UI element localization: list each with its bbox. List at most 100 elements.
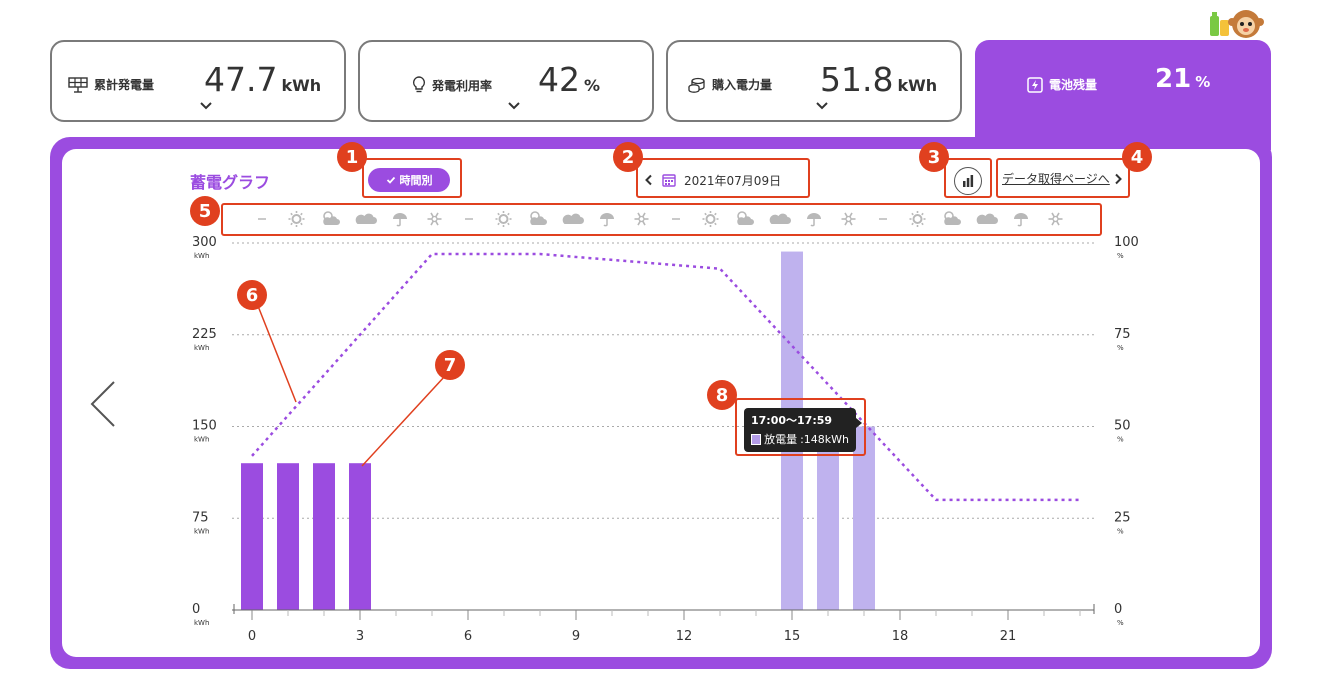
chevron-down-icon[interactable] (506, 98, 522, 114)
cloud-icon (976, 213, 998, 224)
annotation-frame-5 (221, 203, 1102, 236)
y-tick-label-right: 50 (1114, 419, 1131, 434)
card-label: 購入電力量 (712, 78, 773, 92)
mode-toggle-label: 時間別 (399, 174, 433, 187)
data-page-link-label: データ取得ページへ (1002, 172, 1110, 186)
annotation-frame-8 (735, 398, 866, 456)
card-unit: kWh (897, 76, 938, 95)
y-tick-label-right: 0 (1114, 602, 1122, 617)
sun-cloud-icon (530, 211, 547, 225)
card-value: 21 (1155, 64, 1192, 94)
y-unit-label-left: kWh (194, 619, 209, 627)
sun-icon (909, 211, 926, 227)
umbrella-icon (807, 213, 821, 227)
card-label: 電池残量 (1049, 78, 1098, 92)
annotation-badge-2: 2 (613, 142, 643, 172)
chevron-down-icon[interactable] (198, 98, 214, 114)
tooltip-value: :148kWh (800, 432, 849, 446)
bar-hour-0 (241, 463, 263, 610)
sun-cloud-icon (737, 211, 754, 225)
card-unit: % (1195, 73, 1211, 91)
chart-grid (232, 242, 1094, 519)
data-page-link[interactable]: データ取得ページへ (1002, 170, 1122, 187)
card-value: 51.8 (820, 60, 894, 99)
y-tick-label-right: 100 (1114, 235, 1139, 250)
mode-toggle-button[interactable]: 時間別 (368, 168, 450, 192)
y-unit-label-right: % (1117, 344, 1124, 352)
bar-hour-3 (349, 463, 371, 610)
chevron-down-icon[interactable] (814, 98, 830, 114)
x-tick-label: 9 (572, 629, 580, 644)
chevron-left-icon[interactable] (644, 174, 654, 186)
cloud-icon (562, 213, 584, 224)
bar-chart-icon (963, 175, 974, 187)
card-unit: kWh (281, 76, 322, 95)
y-tick-label-left: 225 (192, 327, 217, 342)
y-tick-label-left: 0 (192, 602, 200, 617)
card-usage-rate[interactable]: 発電利用率 42% (358, 40, 654, 122)
annotation-badge-4: 4 (1122, 142, 1152, 172)
annotation-badge-1: 1 (337, 142, 367, 172)
annotation-frame-3 (944, 158, 992, 198)
calendar-icon[interactable] (662, 173, 676, 187)
cloud-icon (355, 213, 377, 224)
annotation-badge-6: 6 (237, 280, 267, 310)
card-label: 累計発電量 (94, 78, 155, 92)
card-total-generation[interactable]: 累計発電量 47.7 kWh (50, 40, 346, 122)
check-icon (386, 176, 395, 184)
chart-tooltip: 17:00〜17:59 放電量:148kWh (744, 408, 862, 452)
annotation-frame-1 (362, 158, 462, 198)
umbrella-icon (600, 213, 614, 227)
y-tick-label-right: 75 (1114, 327, 1131, 342)
card-purchased-power[interactable]: 購入電力量 51.8 kWh (666, 40, 962, 122)
sun-cloud-icon (323, 211, 340, 225)
sun-cloud-icon (944, 211, 961, 225)
y-unit-label-right: % (1117, 619, 1124, 627)
y-tick-label-left: 150 (192, 419, 217, 434)
card-value: 47.7 (204, 60, 278, 99)
battery-level-line (251, 252, 1080, 502)
y-unit-label-left: kWh (194, 252, 209, 260)
umbrella-icon (393, 213, 407, 227)
chevron-right-icon (1115, 173, 1122, 184)
y-tick-label-left: 300 (192, 235, 217, 250)
lightbulb-icon (412, 76, 426, 93)
chevron-left-icon[interactable] (88, 380, 118, 428)
solar-panel-icon (68, 76, 88, 93)
x-tick-label: 6 (464, 629, 472, 644)
monkey-mascot-icon (1210, 10, 1264, 38)
graph-title: 蓄電グラフ (190, 173, 271, 192)
y-unit-label-right: % (1117, 527, 1124, 535)
cloud-icon (769, 213, 791, 224)
chart-bars (241, 251, 875, 610)
snow-icon (1048, 212, 1063, 226)
chart-line (251, 252, 1080, 502)
sun-icon (495, 211, 512, 227)
tooltip-swatch (751, 433, 762, 445)
date-navigator: 2021年07月09日 (644, 170, 781, 190)
bar-hour-2 (313, 463, 335, 610)
annotation-badge-8: 8 (707, 380, 737, 410)
snow-icon (427, 212, 442, 226)
y-unit-label-right: % (1117, 436, 1124, 444)
annotation-frame-2 (636, 158, 810, 198)
snow-icon (634, 212, 649, 226)
card-battery-remaining[interactable]: 電池残量 21% (975, 40, 1271, 150)
y-unit-label-left: kWh (194, 436, 209, 444)
annotation-badge-5: 5 (190, 196, 220, 226)
x-tick-label: 21 (1000, 629, 1017, 644)
bar-hour-17 (853, 426, 875, 610)
tooltip-label: 放電量 (764, 433, 798, 446)
x-tick-label: 3 (356, 629, 364, 644)
x-tick-label: 18 (892, 629, 909, 644)
annotation-badge-7: 7 (435, 350, 465, 380)
chart-type-button[interactable] (954, 167, 982, 195)
sun-icon (288, 211, 305, 227)
annotation-frame-4 (996, 158, 1130, 198)
y-tick-label-right: 25 (1114, 510, 1131, 525)
date-label[interactable]: 2021年07月09日 (684, 173, 782, 188)
card-value: 42 (538, 60, 580, 99)
annotation-badge-3: 3 (919, 142, 949, 172)
y-tick-label-left: 75 (192, 510, 209, 525)
